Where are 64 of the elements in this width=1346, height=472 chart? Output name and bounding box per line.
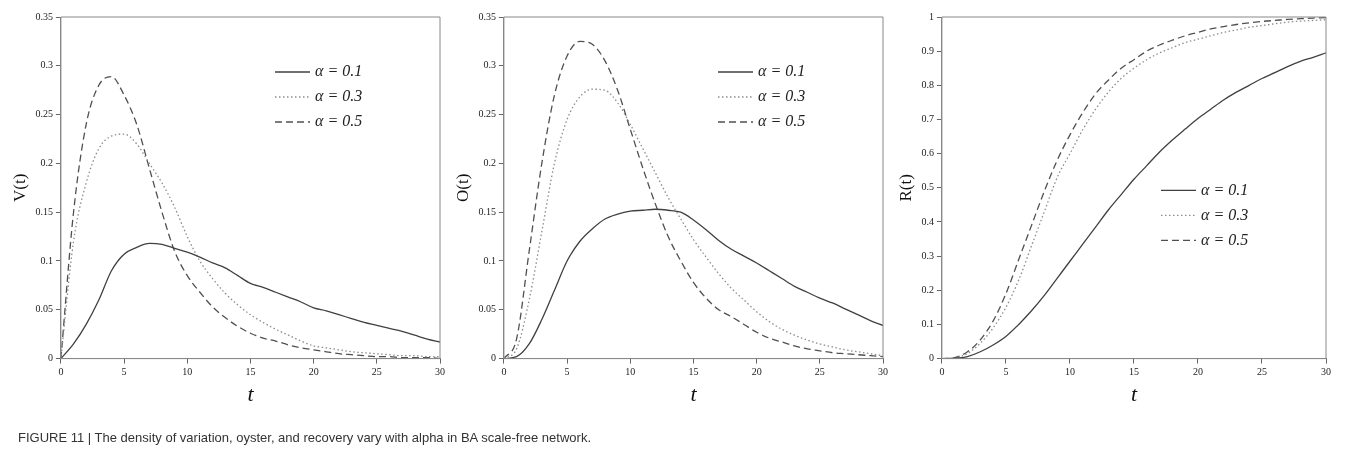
y-tick-label: 0.05 [478,303,496,315]
y-tick-label: 0 [47,352,53,364]
y-tick-label: 0.05 [35,303,53,315]
y-tick-label: 0.3 [483,59,496,71]
x-tick-label: 20 [308,366,319,378]
x-tick-label: 5 [1003,366,1009,378]
x-tick-label: 5 [121,366,127,378]
x-tick-label: 25 [1256,366,1267,378]
y-tick-label: 0.2 [483,157,496,169]
y-axis-title: R(t) [895,174,915,202]
x-tick-label: 30 [435,366,445,378]
legend-label: α = 0.3 [758,87,806,105]
x-tick-label: 30 [1321,366,1331,378]
y-tick-label: 0.3 [40,59,53,71]
x-tick-label: 15 [1128,366,1139,378]
x-tick-label: 20 [1192,366,1203,378]
x-axis-title: t [1130,380,1138,406]
y-tick-label: 0.8 [921,78,934,90]
y-tick-label: 0.5 [921,181,934,193]
x-tick-label: 15 [688,366,699,378]
x-tick-label: 15 [245,366,256,378]
legend-label: α = 0.5 [758,112,806,130]
x-tick-label: 5 [564,366,570,378]
y-tick-label: 1 [928,10,934,22]
y-tick-label: 0.1 [483,254,496,266]
y-tick-label: 0.7 [921,113,934,125]
y-tick-label: 0.9 [921,44,934,56]
y-tick-label: 0.1 [40,254,53,266]
x-tick-label: 0 [58,366,64,378]
y-tick-label: 0.15 [35,205,53,217]
x-tick-label: 25 [814,366,825,378]
x-tick-label: 10 [182,366,193,378]
y-tick-label: 0.1 [921,318,934,330]
legend-label: α = 0.5 [1201,230,1249,248]
legend-label: α = 0.1 [758,62,806,80]
legend-label: α = 0.1 [315,62,363,80]
y-tick-label: 0.25 [478,108,496,120]
x-tick-label: 10 [625,366,636,378]
y-tick-label: 0.2 [921,283,934,295]
y-tick-label: 0.35 [478,10,496,22]
x-tick-label: 20 [751,366,762,378]
x-axis-title: t [690,380,698,406]
x-axis-title: t [247,380,255,406]
caption: FIGURE 11 | The density of variation, oyster, and recovery vary with alpha in BA scale-free network. [18,430,592,445]
y-tick-label: 0 [928,352,934,364]
y-tick-label: 0.6 [921,147,934,159]
legend-label: α = 0.1 [1201,180,1249,198]
y-tick-label: 0.2 [40,157,53,169]
x-tick-label: 25 [371,366,382,378]
x-tick-label: 10 [1064,366,1075,378]
x-tick-label: 0 [939,366,945,378]
y-tick-label: 0.25 [35,108,53,120]
y-tick-label: 0.4 [921,215,934,227]
x-tick-label: 0 [501,366,507,378]
legend-label: α = 0.3 [1201,205,1249,223]
y-axis-title: V(t) [9,173,29,202]
y-tick-label: 0.35 [35,10,53,22]
y-tick-label: 0.3 [921,249,934,261]
y-tick-label: 0 [490,352,496,364]
legend-label: α = 0.5 [315,112,363,130]
y-tick-label: 0.15 [478,205,496,217]
legend-label: α = 0.3 [315,87,363,105]
y-axis-title: O(t) [452,173,472,202]
x-tick-label: 30 [878,366,888,378]
